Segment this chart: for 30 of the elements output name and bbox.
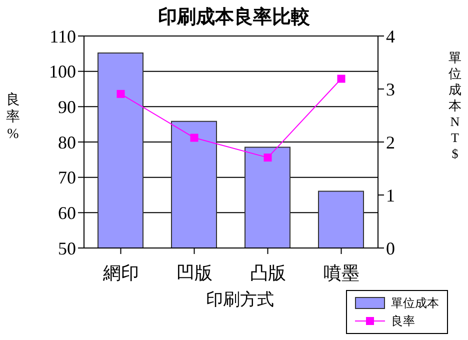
y-tick-label: 50 (58, 238, 76, 258)
x-tick-label: 網印 (102, 262, 139, 283)
point (264, 154, 272, 162)
bar (98, 52, 144, 248)
y2-tick-label: 1 (386, 185, 395, 206)
y-tick-label: 100 (49, 62, 76, 82)
x-tick-label: 凹版 (176, 262, 212, 283)
point (116, 90, 125, 98)
x-axis-title: 印刷方式 (205, 289, 275, 311)
legend-label: 良率 (391, 312, 415, 330)
y2-tick-label: 4 (386, 26, 395, 46)
legend-label: 單位成本 (391, 294, 439, 312)
bar (171, 120, 217, 248)
chart-title: 印刷成本良率比較 (158, 7, 310, 28)
y-axis-title: 良率% (5, 92, 21, 143)
y-tick-label: 110 (50, 26, 76, 46)
x-tick-label: 凸版 (250, 262, 286, 283)
y-tick-label: 80 (58, 132, 76, 152)
bar (244, 146, 290, 248)
y-tick-label: 70 (58, 168, 76, 188)
y2-tick-label: 3 (386, 79, 395, 100)
y-tick-label: 60 (58, 203, 76, 224)
point (337, 74, 346, 83)
y-tick-label: 90 (58, 97, 76, 118)
x-tick-label: 噴墨 (323, 262, 360, 283)
bar (318, 190, 364, 248)
y2-tick-label: 0 (386, 238, 395, 258)
point (190, 134, 198, 142)
y2-tick-label: 2 (386, 132, 395, 152)
y2-axis-title: 單位成本NT$ (448, 50, 462, 162)
